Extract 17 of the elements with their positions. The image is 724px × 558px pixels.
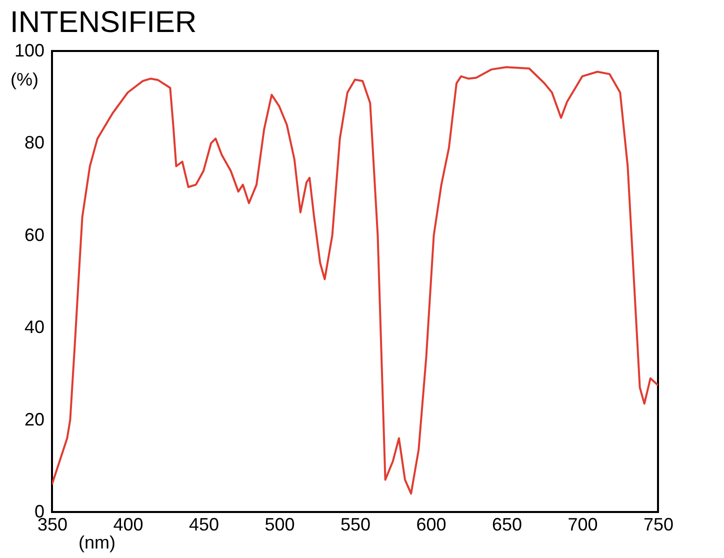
- y-tick-label: 60: [24, 224, 44, 245]
- y-axis-title: (%): [10, 70, 38, 90]
- y-tick-label: 80: [24, 132, 44, 153]
- x-tick-label: 750: [643, 514, 674, 534]
- x-tick-label: 400: [113, 514, 144, 534]
- x-tick-label: 600: [416, 514, 446, 534]
- y-tick-label: 40: [24, 317, 44, 338]
- y-tick-label: 20: [24, 409, 44, 430]
- chart-title: INTENSIFIER: [10, 6, 197, 39]
- x-tick-label: 700: [568, 514, 598, 534]
- x-tick-label: 550: [340, 514, 371, 534]
- y-tick-label: 100: [14, 40, 44, 60]
- x-tick-label: 500: [264, 514, 295, 534]
- line-series: [52, 66, 658, 495]
- x-tick-label: 650: [492, 514, 522, 534]
- x-axis-title: (nm): [78, 532, 116, 552]
- x-tick-label: 450: [188, 514, 220, 534]
